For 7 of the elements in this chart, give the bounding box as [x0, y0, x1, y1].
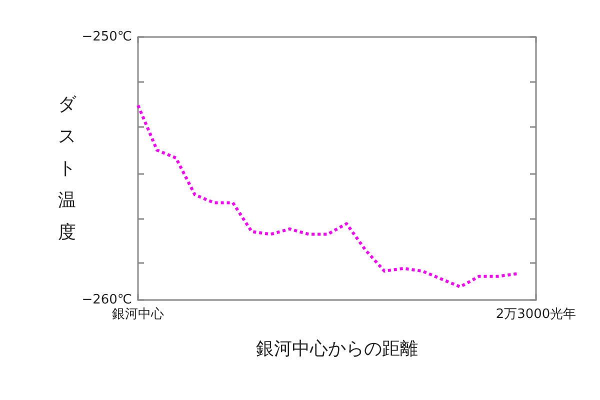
x-tick-label: 銀河中心 — [112, 306, 164, 322]
y-tick-label: −250℃ — [82, 30, 132, 44]
line-series — [136, 104, 519, 288]
y-tick-label: −260℃ — [82, 292, 132, 308]
y-axis-title: ダスト温度 — [58, 94, 77, 243]
x-axis-title: 銀河中心からの距離 — [256, 338, 418, 360]
x-tick-label: 2万3000光年 — [496, 307, 576, 322]
